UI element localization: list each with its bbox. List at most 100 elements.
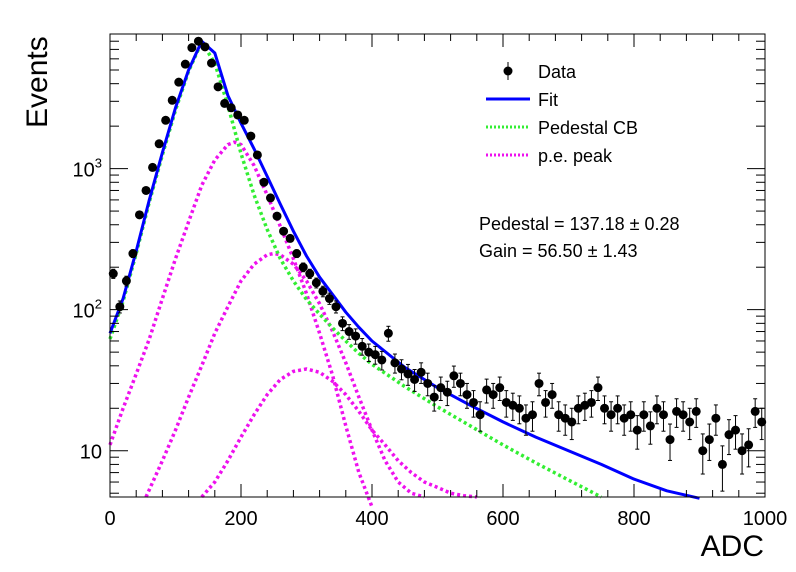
data-point bbox=[436, 376, 446, 401]
data-marker bbox=[121, 276, 131, 286]
data-point bbox=[514, 395, 524, 425]
pedestal-annotation: Pedestal = 137.18 ± 0.28 bbox=[479, 214, 680, 234]
data-points-layer bbox=[108, 36, 767, 492]
x-tick-label: 400 bbox=[355, 508, 388, 530]
data-point bbox=[141, 185, 151, 195]
data-point bbox=[645, 411, 655, 445]
data-marker bbox=[410, 374, 420, 384]
data-marker bbox=[455, 378, 465, 388]
x-tick-label: 800 bbox=[617, 508, 650, 530]
legend-entry: Fit bbox=[486, 90, 558, 110]
data-marker bbox=[174, 77, 184, 87]
legend-entry: Pedestal CB bbox=[486, 118, 638, 138]
data-point bbox=[121, 275, 131, 287]
data-point bbox=[154, 139, 164, 149]
data-marker bbox=[279, 226, 289, 236]
data-point bbox=[698, 433, 708, 475]
data-marker bbox=[600, 403, 610, 413]
data-marker bbox=[233, 110, 243, 120]
data-marker bbox=[265, 193, 275, 203]
data-marker bbox=[220, 98, 230, 108]
data-point bbox=[626, 401, 636, 432]
data-point bbox=[134, 210, 144, 220]
data-marker bbox=[396, 364, 406, 374]
data-marker bbox=[207, 58, 217, 68]
data-point bbox=[704, 423, 714, 461]
data-point bbox=[449, 365, 459, 388]
data-marker bbox=[390, 358, 400, 368]
data-marker bbox=[541, 397, 551, 407]
data-marker bbox=[488, 390, 498, 400]
legend: Data Fit Pedestal CB p.e. peak bbox=[486, 62, 638, 166]
data-point bbox=[357, 338, 367, 356]
curve-p-e-peak-2 bbox=[144, 251, 425, 499]
legend-marker bbox=[503, 66, 513, 76]
data-marker bbox=[632, 425, 642, 435]
data-marker bbox=[514, 403, 524, 413]
data-marker bbox=[403, 369, 413, 379]
data-marker bbox=[285, 233, 295, 243]
data-marker bbox=[567, 417, 577, 427]
data-point bbox=[737, 433, 747, 475]
data-point bbox=[442, 380, 452, 407]
curve-pedestal-cb bbox=[108, 40, 603, 499]
data-marker bbox=[344, 327, 354, 337]
data-marker bbox=[252, 150, 262, 160]
data-marker bbox=[134, 210, 144, 220]
data-marker bbox=[318, 286, 328, 296]
data-point bbox=[265, 193, 275, 203]
data-point bbox=[285, 233, 295, 243]
data-point bbox=[482, 378, 492, 404]
data-point bbox=[567, 407, 577, 441]
data-marker bbox=[423, 378, 433, 388]
data-point bbox=[403, 363, 413, 386]
data-marker bbox=[200, 42, 210, 52]
legend-label: Pedestal CB bbox=[538, 118, 638, 138]
data-point bbox=[167, 95, 177, 105]
data-point bbox=[678, 401, 688, 432]
axes-layer: 0 200 400 600 800 1000 10 102 103 bbox=[73, 33, 787, 530]
legend-label: Fit bbox=[538, 90, 558, 110]
data-marker bbox=[475, 410, 485, 420]
data-point bbox=[455, 372, 465, 397]
data-marker bbox=[704, 435, 714, 445]
data-marker bbox=[148, 162, 158, 172]
data-marker bbox=[311, 278, 321, 288]
data-point bbox=[423, 372, 433, 397]
data-marker bbox=[429, 392, 439, 402]
data-point bbox=[560, 404, 570, 436]
data-point bbox=[632, 415, 642, 450]
data-marker bbox=[298, 262, 308, 272]
data-marker bbox=[613, 403, 623, 413]
data-marker bbox=[331, 302, 341, 312]
data-point bbox=[469, 390, 479, 418]
data-marker bbox=[324, 294, 334, 304]
data-point bbox=[475, 401, 485, 432]
data-point bbox=[305, 268, 315, 279]
data-point bbox=[161, 115, 171, 125]
data-marker bbox=[272, 211, 282, 221]
data-point bbox=[717, 445, 727, 492]
data-point bbox=[207, 58, 217, 68]
data-marker bbox=[436, 383, 446, 393]
data-point bbox=[527, 401, 537, 432]
data-marker bbox=[678, 410, 688, 420]
data-point bbox=[547, 382, 557, 409]
data-marker bbox=[449, 371, 459, 381]
data-marker bbox=[744, 440, 754, 450]
data-point bbox=[396, 359, 406, 381]
data-marker bbox=[645, 421, 655, 431]
data-marker bbox=[731, 425, 741, 435]
data-marker bbox=[442, 387, 452, 397]
data-point bbox=[750, 398, 760, 428]
data-marker bbox=[213, 82, 223, 92]
data-marker bbox=[639, 410, 649, 420]
x-tick-label: 200 bbox=[224, 508, 257, 530]
curve-fit bbox=[108, 39, 700, 500]
data-point bbox=[731, 415, 741, 450]
y-tick-label: 102 bbox=[73, 297, 102, 323]
data-marker bbox=[108, 269, 118, 279]
gain-annotation: Gain = 56.50 ± 1.43 bbox=[479, 241, 638, 261]
data-point bbox=[580, 392, 590, 421]
data-point bbox=[115, 300, 125, 314]
